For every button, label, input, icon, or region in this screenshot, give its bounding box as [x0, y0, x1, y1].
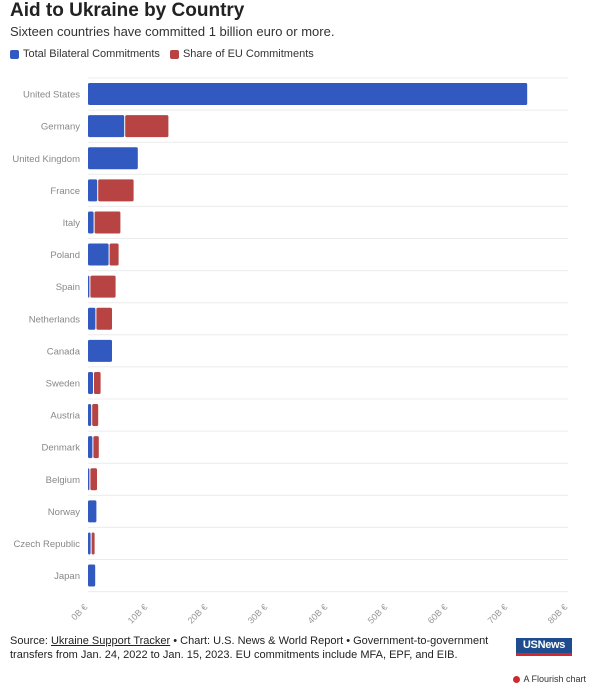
- bar-eu-share[interactable]: [98, 179, 134, 202]
- category-label: Germany: [41, 122, 80, 133]
- category-label: Austria: [50, 411, 80, 422]
- bar-eu-share[interactable]: [94, 211, 121, 234]
- bar-eu-share[interactable]: [125, 115, 169, 138]
- bar-eu-share[interactable]: [93, 436, 99, 459]
- bar-eu-share[interactable]: [109, 243, 119, 266]
- legend-swatch-bilateral: [10, 49, 19, 59]
- bar-bilateral[interactable]: [88, 307, 96, 330]
- category-label: Sweden: [46, 378, 80, 389]
- category-label: Denmark: [41, 443, 80, 454]
- bar-bilateral[interactable]: [88, 436, 93, 459]
- source-prefix: Source:: [10, 635, 51, 647]
- bar-eu-share[interactable]: [96, 307, 112, 330]
- category-label: Netherlands: [29, 314, 80, 325]
- source-text: • Chart: U.S. News & World Report • Gove…: [10, 635, 489, 661]
- bar-bilateral[interactable]: [88, 115, 125, 138]
- chart-subtitle: Sixteen countries have committed 1 billi…: [10, 24, 335, 39]
- chart-title: Aid to Ukraine by Country: [10, 0, 245, 21]
- bar-bilateral[interactable]: [88, 275, 90, 298]
- bar-eu-share[interactable]: [94, 371, 101, 394]
- bar-bilateral[interactable]: [88, 564, 96, 587]
- x-tick-label: 50B €: [366, 602, 390, 626]
- bar-bilateral[interactable]: [88, 468, 90, 491]
- category-label: Italy: [63, 218, 81, 229]
- category-label: France: [50, 186, 80, 197]
- bar-bilateral[interactable]: [88, 404, 92, 427]
- bar-eu-share[interactable]: [91, 532, 95, 555]
- bar-bilateral[interactable]: [88, 500, 97, 523]
- x-tick-label: 40B €: [306, 602, 330, 626]
- flourish-dot-icon: [513, 675, 521, 683]
- legend-swatch-eu: [169, 49, 179, 59]
- usnews-logo[interactable]: USNews: [516, 638, 572, 656]
- category-label: Spain: [56, 282, 80, 293]
- legend-label-eu: Share of EU Commitments: [182, 48, 314, 60]
- legend-label-bilateral: Total Bilateral Commitments: [23, 48, 160, 60]
- x-tick-label: 80B €: [546, 602, 570, 626]
- x-tick-label: 10B €: [126, 602, 150, 626]
- bar-bilateral[interactable]: [88, 371, 93, 394]
- bar-bilateral[interactable]: [88, 147, 138, 170]
- legend-item-eu[interactable]: Share of EU Commitments: [169, 48, 314, 60]
- flourish-credit[interactable]: A Flourish chart: [513, 674, 586, 684]
- legend: Total Bilateral Commitments Share of EU …: [10, 48, 314, 60]
- x-tick-label: 0B €: [69, 602, 89, 622]
- x-tick-label: 60B €: [426, 602, 450, 626]
- flourish-label: A Flourish chart: [523, 674, 586, 684]
- source-link[interactable]: Ukraine Support Tracker: [50, 635, 171, 647]
- bar-bilateral[interactable]: [88, 211, 94, 234]
- category-label: Poland: [50, 250, 80, 261]
- category-label: United States: [23, 90, 80, 101]
- category-label: United Kingdom: [12, 154, 80, 165]
- category-label: Norway: [48, 507, 80, 518]
- bar-eu-share[interactable]: [90, 468, 97, 491]
- bar-eu-share[interactable]: [90, 275, 116, 298]
- bar-bilateral[interactable]: [88, 532, 91, 555]
- bar-chart: United States Germany United Kingdom France…: [12, 77, 570, 626]
- bar-bilateral[interactable]: [88, 83, 528, 106]
- x-tick-label: 30B €: [246, 602, 270, 626]
- category-label: Canada: [47, 346, 81, 357]
- category-label: Japan: [54, 571, 80, 582]
- category-label: Czech Republic: [13, 539, 80, 550]
- bar-bilateral[interactable]: [88, 339, 112, 362]
- bar-bilateral[interactable]: [88, 179, 98, 202]
- bar-eu-share[interactable]: [92, 404, 99, 427]
- footer-note: Source: Ukraine Support Tracker • Chart:…: [10, 634, 490, 662]
- legend-item-bilateral[interactable]: Total Bilateral Commitments: [10, 48, 160, 60]
- x-tick-label: 70B €: [486, 602, 510, 626]
- x-tick-label: 20B €: [186, 602, 210, 626]
- bar-bilateral[interactable]: [88, 243, 109, 266]
- category-label: Belgium: [46, 475, 80, 486]
